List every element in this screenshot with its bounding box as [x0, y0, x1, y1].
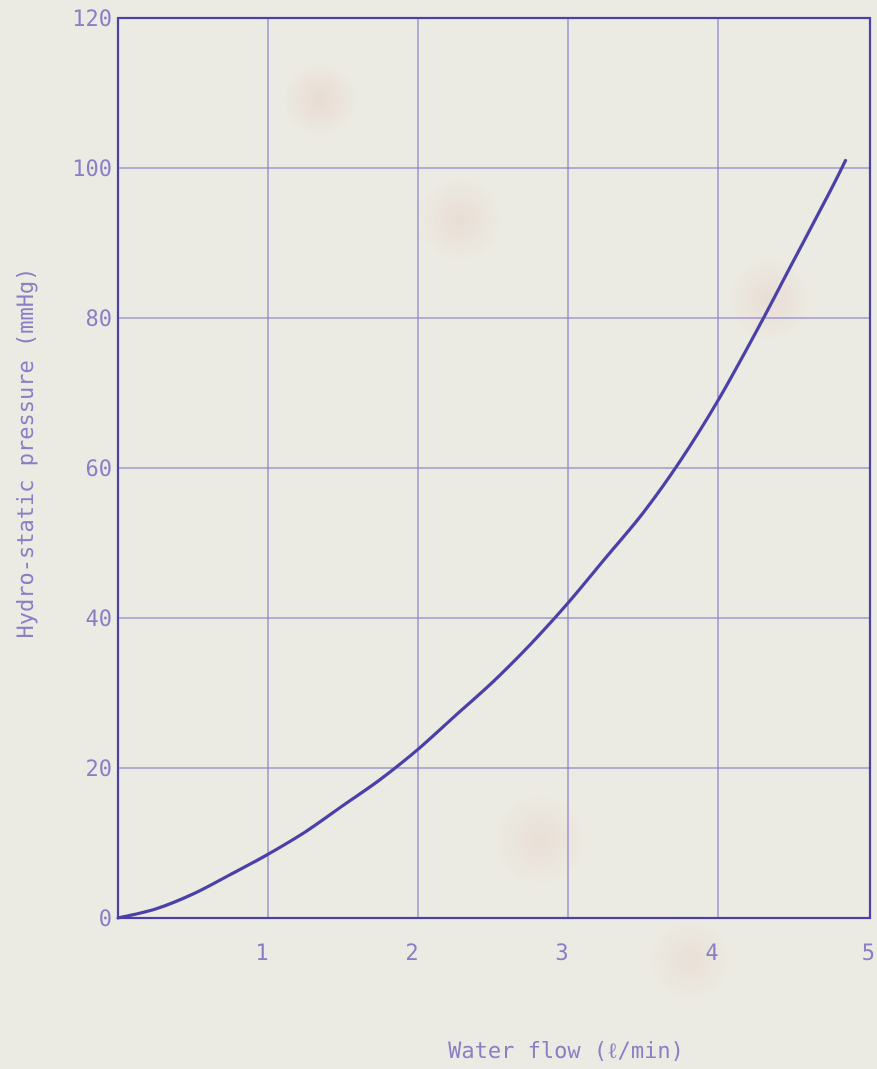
y-tick-label-0: 0 [99, 907, 112, 932]
y-tick-label-20: 20 [86, 757, 113, 782]
plot-border [116, 16, 872, 920]
x-tick-label-1: 1 [255, 941, 268, 966]
y-tick-label-120: 120 [72, 7, 112, 32]
tick-labels: 0 20 40 60 80 100 120 1 2 3 4 5 [72, 7, 875, 966]
x-tick-label-3: 3 [555, 941, 568, 966]
y-tick-label-80: 80 [86, 307, 113, 332]
grid [118, 18, 870, 918]
x-tick-label-5: 5 [862, 941, 875, 966]
plot-frame [116, 16, 872, 920]
y-axis-label: Hydro-static pressure (mmHg) [14, 268, 39, 639]
series-line [116, 158, 848, 920]
data-series [116, 158, 848, 920]
x-tick-label-2: 2 [405, 941, 418, 966]
x-tick-label-4: 4 [705, 941, 718, 966]
y-tick-label-100: 100 [72, 157, 112, 182]
y-tick-label-40: 40 [86, 607, 113, 632]
x-axis-label: Water flow (ℓ/min) [448, 1039, 684, 1064]
y-tick-label-60: 60 [86, 457, 113, 482]
